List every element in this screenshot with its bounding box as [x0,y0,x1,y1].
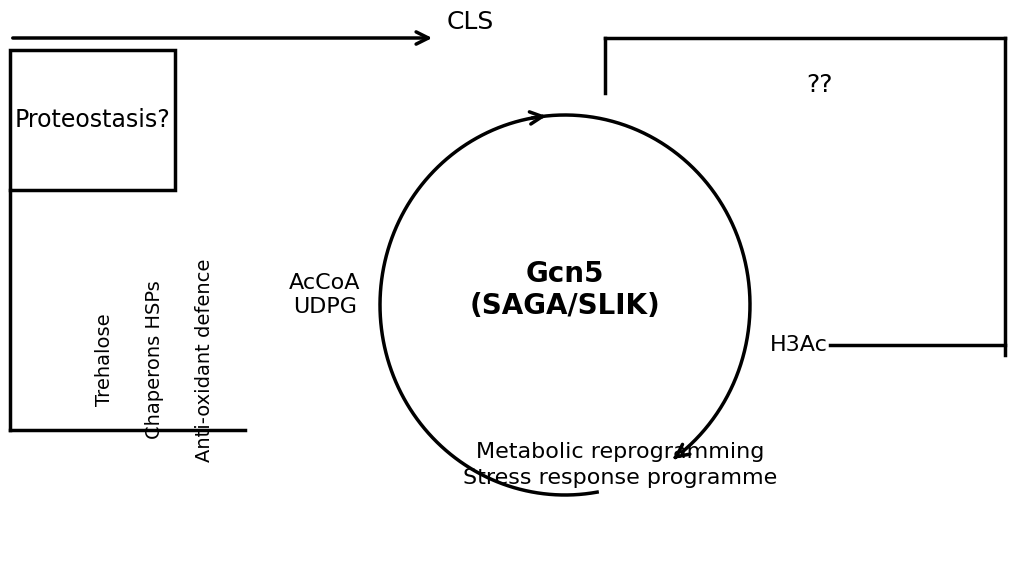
Text: Chaperons HSPs: Chaperons HSPs [146,281,164,439]
Bar [10,50,175,190]
Text: Trehalose: Trehalose [96,314,114,407]
Text: Metabolic reprogramming
Stress response programme: Metabolic reprogramming Stress response … [463,442,776,488]
Text: Proteostasis?: Proteostasis? [14,108,170,132]
Text: CLS: CLS [446,10,493,34]
Text: AcCoA
UDPG: AcCoA UDPG [289,273,361,317]
Text: Gcn5
(SAGA/SLIK): Gcn5 (SAGA/SLIK) [469,260,659,320]
Text: Anti-oxidant defence: Anti-oxidant defence [196,258,214,462]
Text: ??: ?? [806,73,833,97]
Text: H3Ac: H3Ac [769,335,827,355]
